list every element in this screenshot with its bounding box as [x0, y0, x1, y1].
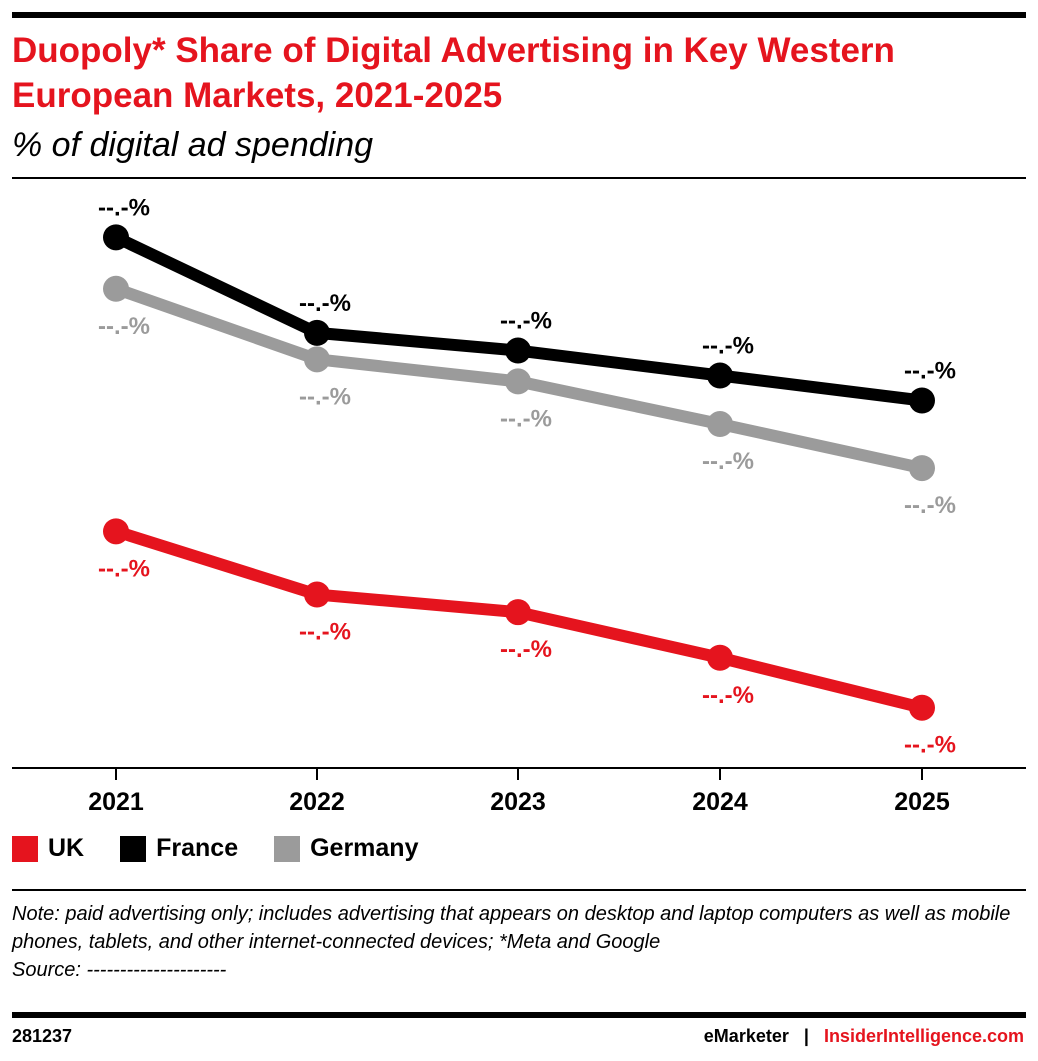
data-point-germany: [103, 275, 129, 302]
legend-label: France: [156, 834, 239, 862]
data-label-uk: --.-%: [500, 636, 552, 663]
data-point-uk: [909, 694, 935, 721]
data-point-france: [103, 224, 129, 251]
legend-swatch: [120, 835, 147, 862]
x-tick-label: 2022: [289, 788, 345, 816]
note-block: Note: paid advertising only; includes ad…: [12, 900, 1022, 984]
data-point-germany: [304, 346, 330, 373]
data-point-france: [505, 337, 531, 364]
data-point-germany: [707, 411, 733, 438]
data-point-germany: [505, 368, 531, 395]
data-label-uk: --.-%: [702, 682, 754, 709]
legend-label: UK: [48, 834, 85, 862]
data-label-france: --.-%: [500, 308, 552, 335]
chart-title: Duopoly* Share of Digital Advertising in…: [12, 31, 895, 115]
data-point-germany: [909, 455, 935, 482]
x-tick-label: 2024: [692, 788, 748, 816]
divider: [12, 889, 1026, 891]
data-point-uk: [707, 644, 733, 671]
legend-label: Germany: [310, 834, 419, 862]
line-chart: 2021 2022 2023 2024 2025 --.-% --.-% --.-% --.-%…: [12, 194, 1026, 816]
source-text: Source: ---------------------: [12, 959, 227, 981]
data-point-uk: [103, 518, 129, 545]
data-point-france: [909, 387, 935, 414]
note-text: Note: paid advertising only; includes ad…: [12, 903, 1011, 953]
brand-emarketer: eMarketer: [703, 1026, 789, 1046]
data-label-germany: --.-%: [500, 405, 552, 432]
bottom-bar: [12, 1012, 1026, 1018]
chart-id: 281237: [12, 1026, 73, 1046]
legend-swatch: [12, 835, 38, 862]
data-label-uk: --.-%: [299, 619, 351, 646]
legend-item-uk: UK: [12, 834, 84, 863]
data-point-uk: [505, 599, 531, 626]
data-point-france: [707, 362, 733, 389]
data-label-france: --.-%: [98, 194, 150, 221]
data-label-germany: --.-%: [98, 313, 150, 340]
footer-brand: eMarketer | InsiderIntelligence.com: [704, 1026, 1024, 1047]
data-label-france: --.-%: [702, 333, 754, 360]
data-label-germany: --.-%: [904, 492, 956, 519]
data-point-uk: [304, 581, 330, 608]
data-label-france: --.-%: [299, 290, 351, 317]
x-tick-label: 2025: [894, 788, 950, 816]
x-tick-label: 2023: [490, 788, 546, 816]
legend: UK France Germany: [12, 834, 418, 863]
chart-subtitle: % of digital ad spending: [12, 126, 374, 164]
brand-separator: |: [803, 1026, 809, 1046]
data-label-germany: --.-%: [702, 448, 754, 475]
data-label-uk: --.-%: [98, 555, 150, 582]
data-label-germany: --.-%: [299, 383, 351, 410]
data-label-france: --.-%: [904, 358, 956, 385]
legend-item-germany: Germany: [274, 834, 418, 863]
x-tick-label: 2021: [88, 788, 144, 816]
data-label-uk: --.-%: [904, 732, 956, 759]
brand-insider-intelligence: InsiderIntelligence.com: [823, 1026, 1024, 1046]
legend-swatch: [274, 835, 301, 862]
legend-item-france: France: [120, 834, 238, 863]
divider: [12, 177, 1026, 179]
data-point-france: [304, 319, 330, 346]
top-bar: [12, 12, 1026, 18]
